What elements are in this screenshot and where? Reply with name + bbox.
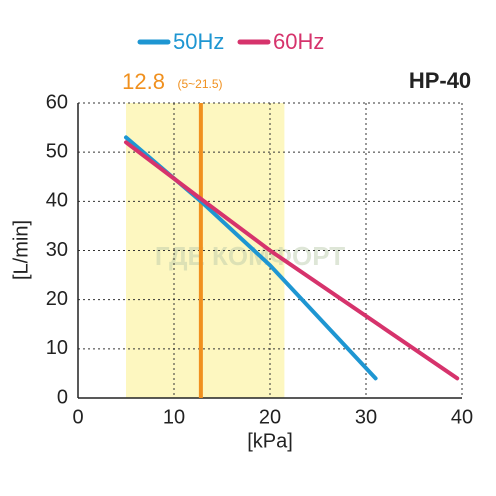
x-tick-label: 20	[259, 406, 281, 428]
legend-label: 50Hz	[173, 29, 224, 54]
y-axis-label: [L/min]	[10, 220, 32, 280]
x-tick-label: 0	[72, 406, 83, 428]
y-tick-label: 40	[46, 190, 68, 212]
y-tick-label: 30	[46, 239, 68, 261]
x-tick-label: 40	[451, 406, 473, 428]
range-label: (5~21.5)	[177, 77, 222, 91]
y-tick-label: 60	[46, 91, 68, 113]
y-tick-label: 0	[57, 386, 68, 408]
x-axis-label: [kPa]	[247, 430, 293, 452]
y-tick-label: 50	[46, 140, 68, 162]
marker-label: 12.8	[122, 69, 165, 94]
y-tick-label: 20	[46, 288, 68, 310]
x-tick-label: 30	[355, 406, 377, 428]
chart-title: HP-40	[409, 68, 471, 93]
x-tick-label: 10	[163, 406, 185, 428]
series-line	[124, 140, 460, 381]
y-tick-label: 10	[46, 337, 68, 359]
legend-label: 60Hz	[273, 29, 324, 54]
